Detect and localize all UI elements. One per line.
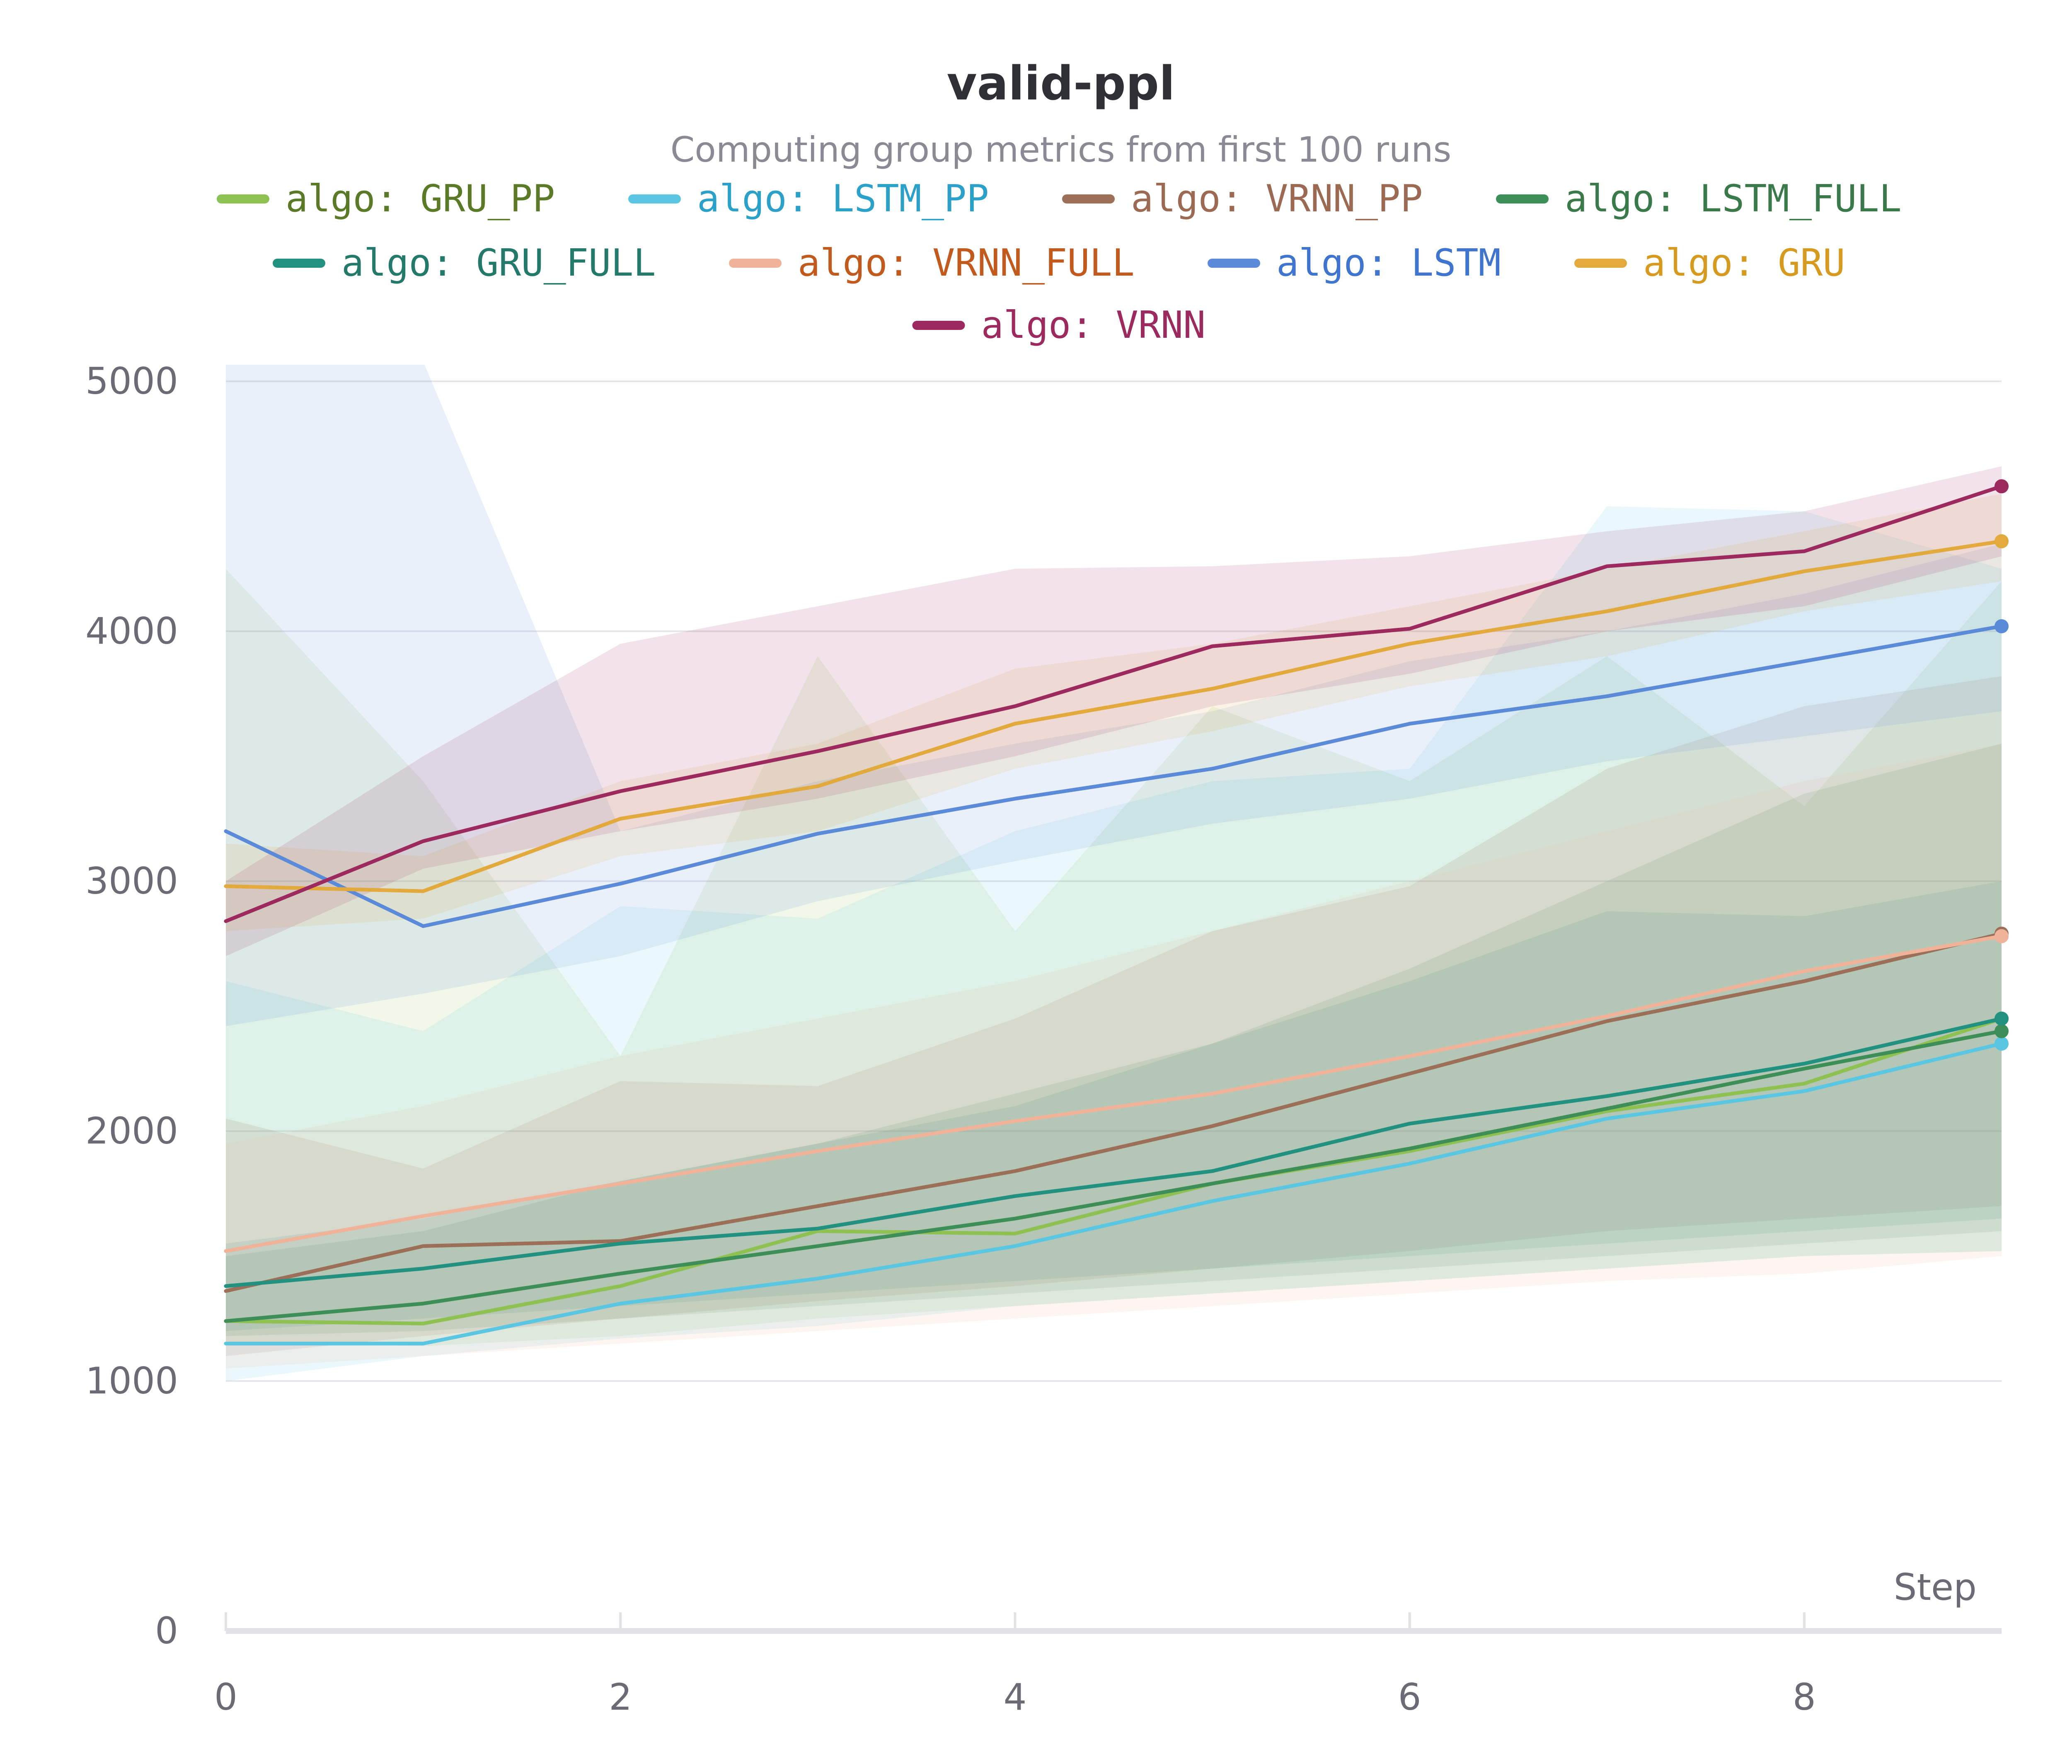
series-line (224, 539, 2004, 893)
x-tick-label: 6 (1398, 1676, 1421, 1718)
series-line (224, 1017, 2004, 1288)
chart-title: valid-ppl (947, 57, 1175, 111)
series-band (226, 466, 2002, 956)
x-tick-label: 4 (1003, 1676, 1026, 1718)
series-end-point (1995, 619, 2009, 633)
chart-subtitle: Computing group metrics from first 100 r… (670, 129, 1451, 170)
legend-label: algo: LSTM_PP (697, 177, 989, 220)
series-end-point (1995, 534, 2009, 548)
series-band (226, 676, 2002, 1356)
axes: 0 1000 2000 3000 4000 5000 0 2 4 6 8 (85, 360, 2002, 1718)
confidence-bands (226, 365, 2002, 1381)
series-band (226, 365, 2002, 1026)
x-tick-label: 0 (214, 1676, 237, 1718)
series-end-point (1995, 929, 2009, 943)
series-band (226, 494, 2002, 931)
y-tick-label: 3000 (85, 860, 178, 902)
series-band (226, 569, 2002, 1346)
series-end-point (1995, 1036, 2009, 1051)
x-axis-label: Step (1894, 1566, 1977, 1609)
legend-label: algo: GRU (1643, 241, 1845, 285)
series-line (224, 624, 2004, 928)
legend-label: algo: GRU_FULL (341, 241, 656, 285)
y-tick-label: 1000 (85, 1359, 178, 1402)
legend-label: algo: VRNN (981, 303, 1206, 347)
series-band (226, 744, 2002, 1369)
series-line (224, 484, 2004, 923)
gridlines (226, 380, 2002, 1382)
x-tick-label: 2 (609, 1676, 632, 1718)
series-end-point (1995, 1024, 2009, 1038)
series-band (226, 744, 2002, 1336)
series-line (224, 934, 2004, 1253)
y-tick-label: 4000 (85, 610, 178, 652)
series-lines (224, 479, 2009, 1346)
series-line (224, 1042, 2004, 1346)
legend-label: algo: LSTM (1276, 241, 1501, 285)
legend: algo: GRU_PP algo: LSTM_PP algo: VRNN_PP al… (217, 177, 1902, 347)
x-tick-label: 8 (1793, 1676, 1816, 1718)
y-tick-label: 2000 (85, 1110, 178, 1152)
legend-label: algo: VRNN_FULL (798, 241, 1135, 285)
series-line (224, 932, 2004, 1293)
series-end-point (1995, 479, 2009, 494)
legend-label: algo: VRNN_PP (1131, 177, 1423, 220)
series-band (226, 506, 2002, 1381)
y-tick-label: 0 (155, 1609, 178, 1652)
y-tick-label: 5000 (85, 360, 178, 402)
series-end-point (1995, 1011, 2009, 1026)
legend-label: algo: GRU_PP (286, 177, 555, 220)
legend-label: algo: LSTM_FULL (1565, 177, 1902, 220)
series-line (224, 1017, 2004, 1325)
series-line (224, 1029, 2004, 1323)
